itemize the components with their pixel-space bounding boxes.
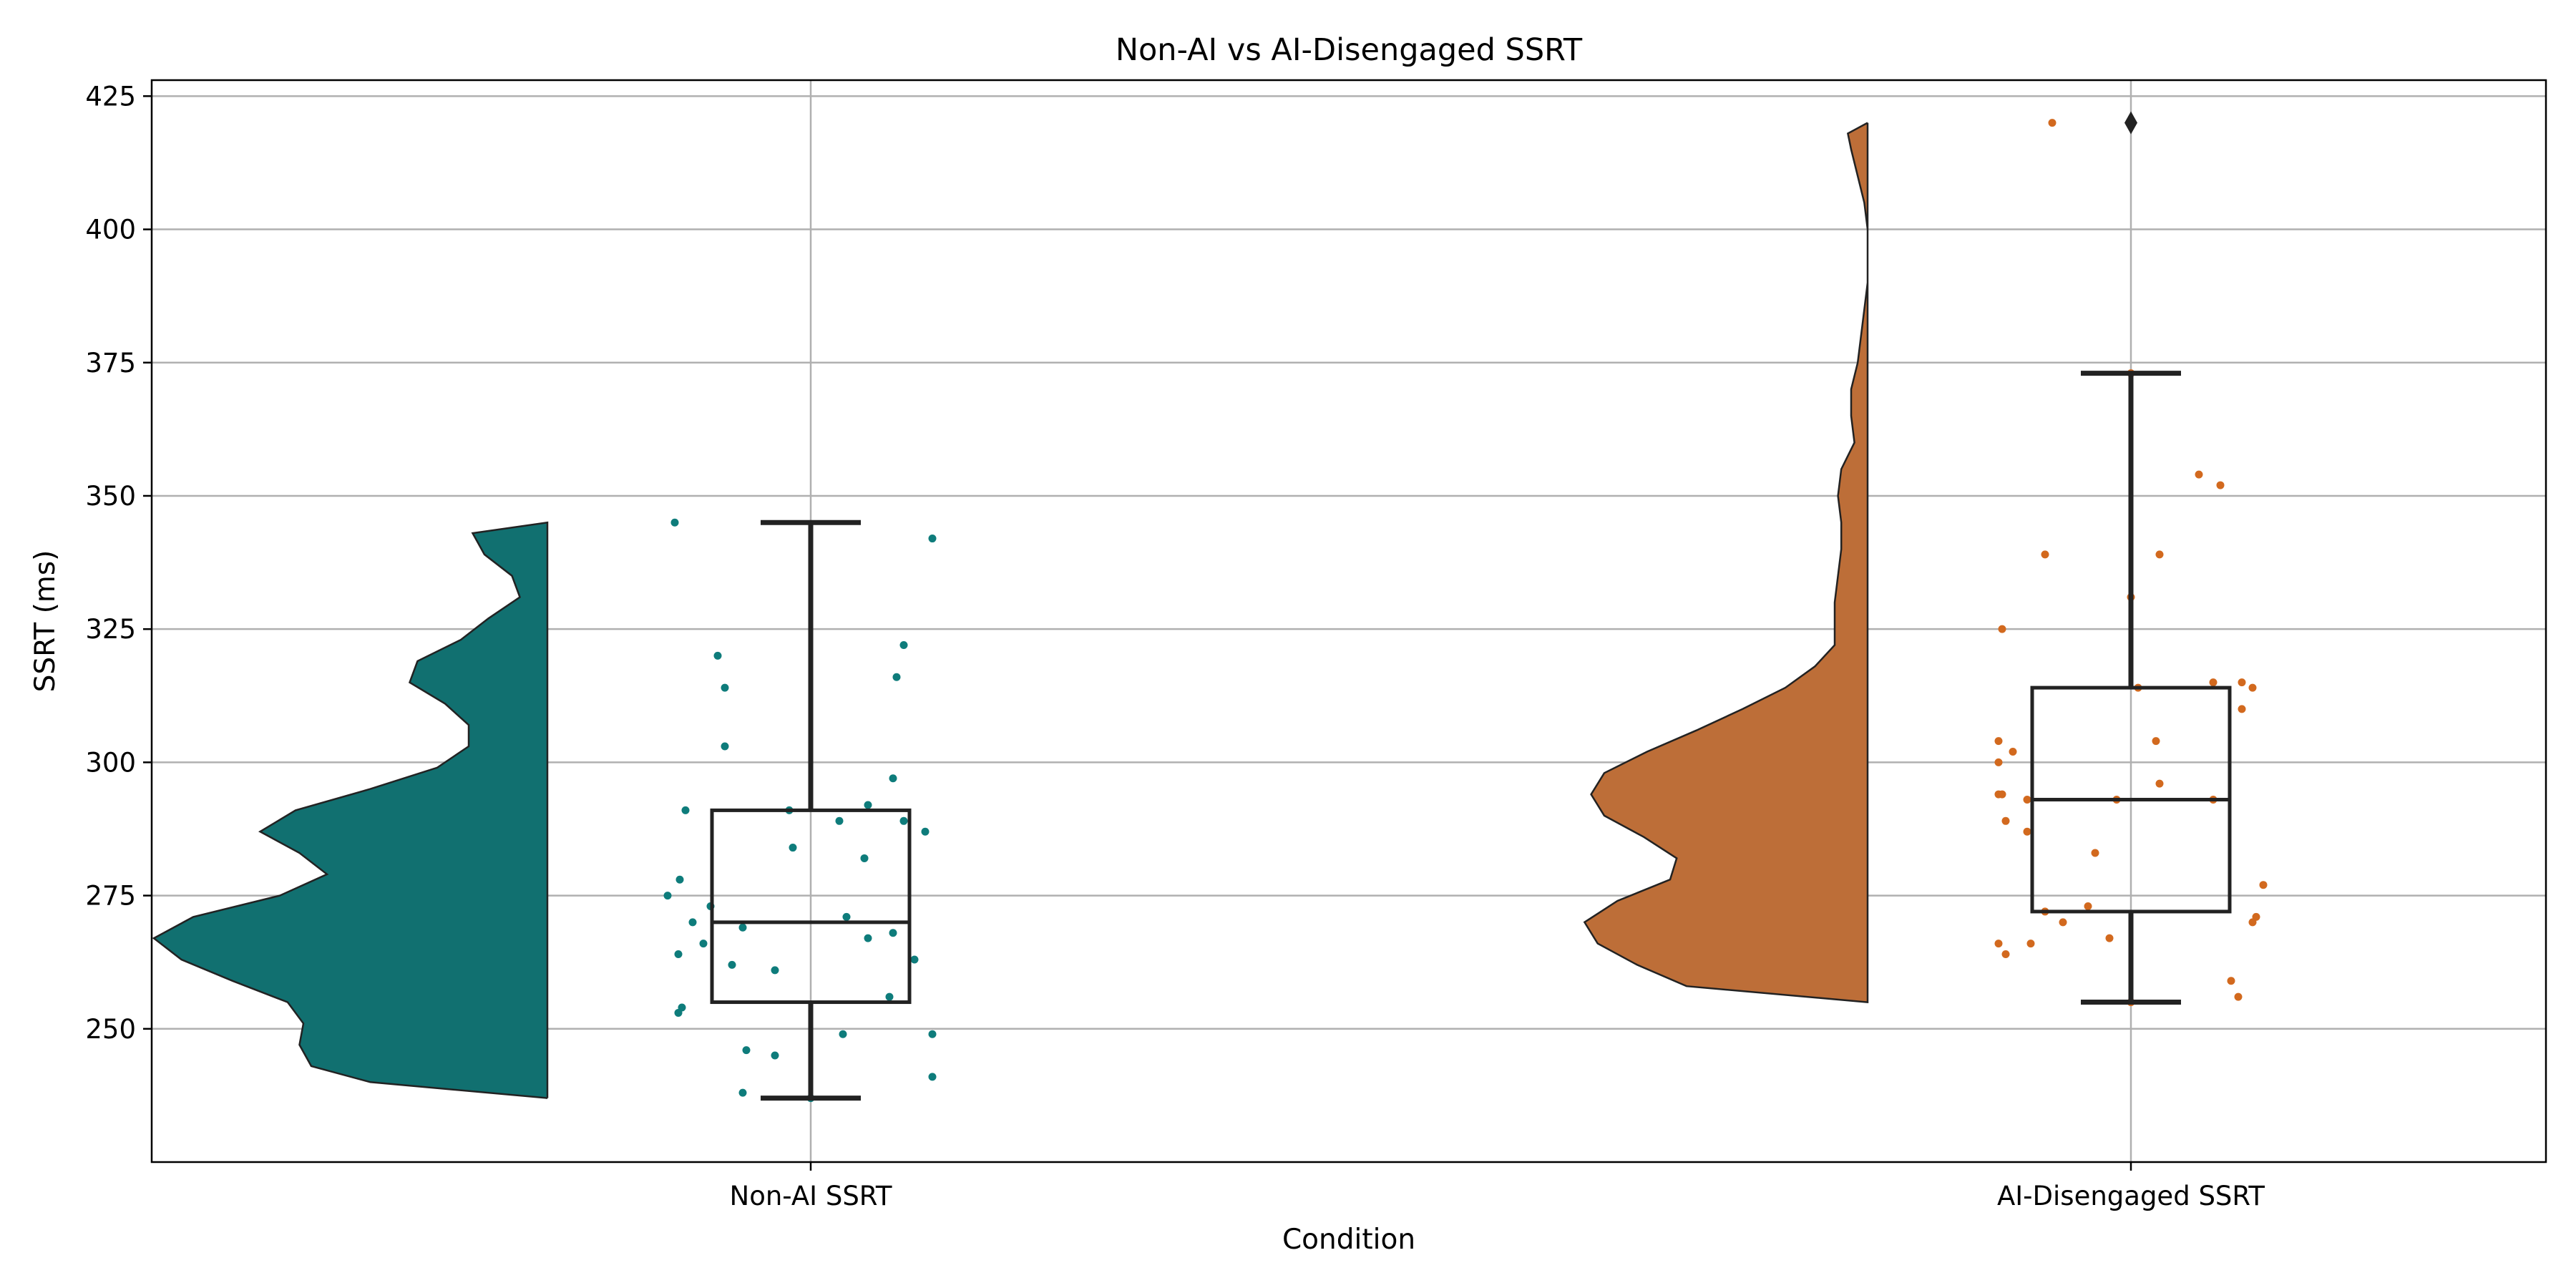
data-point: [1998, 790, 2006, 799]
data-point: [2238, 705, 2246, 713]
data-point: [2059, 918, 2067, 927]
data-point: [864, 934, 872, 942]
data-point: [1994, 758, 2003, 766]
data-point: [771, 966, 779, 975]
y-tick-label: 325: [85, 614, 136, 645]
violin-layer: [152, 122, 1869, 1099]
data-point: [675, 875, 684, 884]
data-point: [2084, 902, 2092, 910]
data-point: [674, 1008, 683, 1017]
data-point: [860, 854, 869, 862]
point-layer: [663, 119, 2268, 1103]
data-point: [721, 742, 729, 751]
data-point: [2026, 940, 2035, 948]
outlier-marker: [2124, 111, 2137, 135]
data-point: [721, 683, 729, 692]
data-point: [885, 992, 894, 1001]
data-point: [928, 1073, 937, 1081]
x-tick-label: Non-AI SSRT: [730, 1181, 892, 1211]
violin-non-ai: [152, 521, 549, 1099]
data-point: [2023, 796, 2031, 804]
y-tick-label: 400: [85, 215, 136, 245]
data-point: [742, 1046, 751, 1055]
data-point: [738, 1088, 747, 1097]
data-point: [928, 1030, 937, 1038]
y-tick-label: 300: [85, 747, 136, 778]
chart-title: Non-AI vs AI-Disengaged SSRT: [1116, 32, 1583, 68]
data-point: [681, 806, 690, 814]
data-point: [728, 960, 736, 969]
data-point: [889, 929, 897, 937]
y-tick-label: 425: [85, 81, 136, 112]
data-point: [688, 918, 697, 927]
data-point: [2248, 683, 2257, 692]
y-tick-label: 250: [85, 1014, 136, 1045]
data-point: [663, 892, 672, 900]
data-point: [2001, 950, 2010, 959]
data-point: [2009, 747, 2017, 756]
y-tick-label: 350: [85, 481, 136, 512]
data-point: [2152, 737, 2160, 746]
box-layer: [710, 111, 2232, 1101]
data-point: [910, 955, 919, 964]
data-point: [1994, 737, 2003, 746]
data-point: [899, 641, 908, 650]
x-tick-label: AI-Disengaged SSRT: [1997, 1181, 2265, 1211]
x-axis-title: Condition: [1282, 1224, 1415, 1256]
data-point: [899, 816, 908, 825]
data-point: [928, 535, 937, 543]
data-point: [2105, 934, 2114, 942]
plot-frame: [150, 79, 2547, 1163]
data-point: [2048, 119, 2057, 127]
grid-layer: [152, 80, 2546, 1162]
data-point: [2238, 678, 2246, 687]
violin-ai-disengaged: [1583, 122, 1869, 1003]
data-point: [674, 950, 683, 959]
y-tick-label: 375: [85, 348, 136, 379]
data-point: [738, 923, 747, 932]
data-point: [771, 1051, 779, 1060]
data-point: [2259, 881, 2268, 889]
data-point: [2234, 992, 2243, 1001]
data-point: [2091, 849, 2099, 857]
data-point: [713, 651, 722, 660]
data-point: [2001, 816, 2010, 825]
data-point: [670, 518, 679, 527]
data-point: [842, 912, 851, 921]
data-point: [921, 827, 930, 836]
data-point: [892, 673, 901, 681]
data-point: [2023, 827, 2031, 836]
y-axis-title: SSRT (ms): [29, 550, 62, 693]
data-point: [2227, 977, 2235, 985]
data-point: [2248, 918, 2257, 927]
data-point: [864, 801, 872, 809]
data-point: [2041, 550, 2049, 559]
data-point: [2155, 779, 2164, 788]
tick-layer: 250 275 300 325 350 375 400 425 Non-AI SSRT AI-Di…: [85, 81, 2265, 1211]
data-point: [2209, 678, 2218, 687]
data-point: [835, 816, 844, 825]
data-point: [2216, 481, 2225, 489]
data-point: [2195, 470, 2203, 479]
data-point: [1998, 625, 2006, 633]
data-point: [699, 940, 708, 948]
data-point: [2155, 550, 2164, 559]
data-point: [789, 844, 797, 852]
data-point: [889, 774, 897, 783]
data-point: [1994, 940, 2003, 948]
data-point: [839, 1030, 847, 1038]
y-tick-label: 275: [85, 881, 136, 912]
iqr-box: [710, 808, 912, 1005]
